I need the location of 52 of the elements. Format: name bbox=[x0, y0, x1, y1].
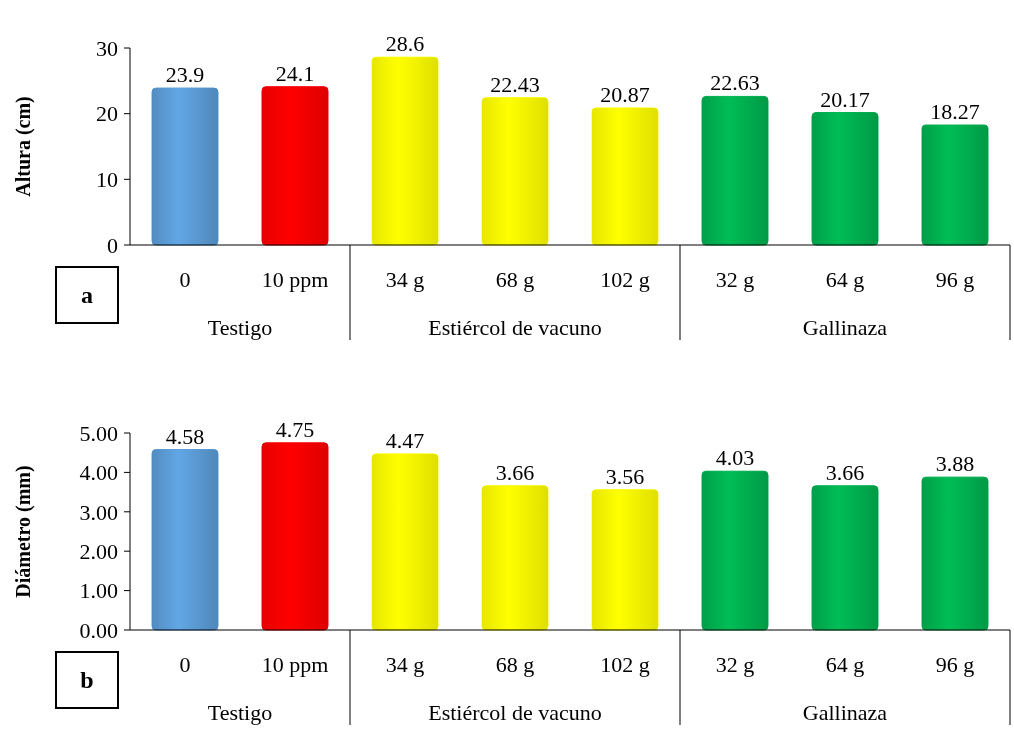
y-tick-label: 0 bbox=[107, 232, 118, 258]
x-tick-label: 64 g bbox=[825, 267, 865, 292]
data-label: 23.9 bbox=[165, 62, 205, 88]
x-tick-label: 102 g bbox=[600, 652, 650, 677]
data-label: 24.1 bbox=[275, 60, 315, 86]
data-label: 22.63 bbox=[710, 70, 760, 96]
y-tick-label: 4.00 bbox=[79, 460, 118, 486]
x-tick-label: 64 g bbox=[825, 652, 865, 677]
text: Gallinaza bbox=[802, 315, 888, 340]
x-tick-label: 32 g bbox=[715, 652, 755, 677]
x-tick-label: 0 bbox=[179, 652, 191, 677]
x-tick-label: 34 g bbox=[385, 267, 425, 292]
x-tick-label: 68 g bbox=[495, 652, 535, 677]
data-label: 4.75 bbox=[275, 416, 315, 442]
y-tick-label: 1.00 bbox=[79, 578, 118, 604]
y-tick-label: 0.00 bbox=[79, 617, 118, 643]
text: Testigo bbox=[207, 700, 273, 725]
data-label: 3.66 bbox=[495, 459, 535, 485]
y-tick-label: 30 bbox=[96, 35, 118, 61]
data-label: 3.88 bbox=[935, 451, 975, 477]
data-label: 20.87 bbox=[600, 81, 650, 107]
y-tick-label: 3.00 bbox=[79, 499, 118, 525]
x-tick-label: 68 g bbox=[495, 267, 535, 292]
data-label: 28.6 bbox=[385, 31, 425, 57]
data-label: 4.47 bbox=[385, 427, 425, 453]
text: b bbox=[80, 667, 94, 693]
text: a bbox=[81, 282, 93, 308]
data-label: 22.43 bbox=[490, 71, 540, 97]
text: Estiércol de vacuno bbox=[428, 700, 602, 725]
data-label: 4.03 bbox=[715, 445, 755, 471]
y-tick-label: 5.00 bbox=[79, 420, 118, 446]
y-axis-title: Diámetro (mm) bbox=[12, 465, 35, 598]
x-tick-label: 102 g bbox=[600, 267, 650, 292]
y-tick-label: 20 bbox=[96, 101, 118, 127]
data-label: 3.66 bbox=[825, 459, 865, 485]
x-tick-label: 10 ppm bbox=[261, 652, 329, 677]
y-axis-title: Altura (cm) bbox=[12, 96, 35, 197]
x-tick-label: 10 ppm bbox=[261, 267, 329, 292]
y-tick-label: 2.00 bbox=[79, 538, 118, 564]
data-label: 20.17 bbox=[820, 86, 870, 112]
y-tick-label: 10 bbox=[96, 167, 118, 193]
data-label: 4.58 bbox=[165, 423, 205, 449]
text: Gallinaza bbox=[802, 700, 888, 725]
x-tick-label: 34 g bbox=[385, 652, 425, 677]
x-tick-label: 96 g bbox=[935, 267, 975, 292]
x-tick-label: 0 bbox=[179, 267, 191, 292]
x-tick-label: 96 g bbox=[935, 652, 975, 677]
data-label: 3.56 bbox=[605, 463, 645, 489]
x-tick-label: 32 g bbox=[715, 267, 755, 292]
text: Estiércol de vacuno bbox=[428, 315, 602, 340]
data-label: 18.27 bbox=[930, 99, 980, 125]
text: Testigo bbox=[207, 315, 273, 340]
